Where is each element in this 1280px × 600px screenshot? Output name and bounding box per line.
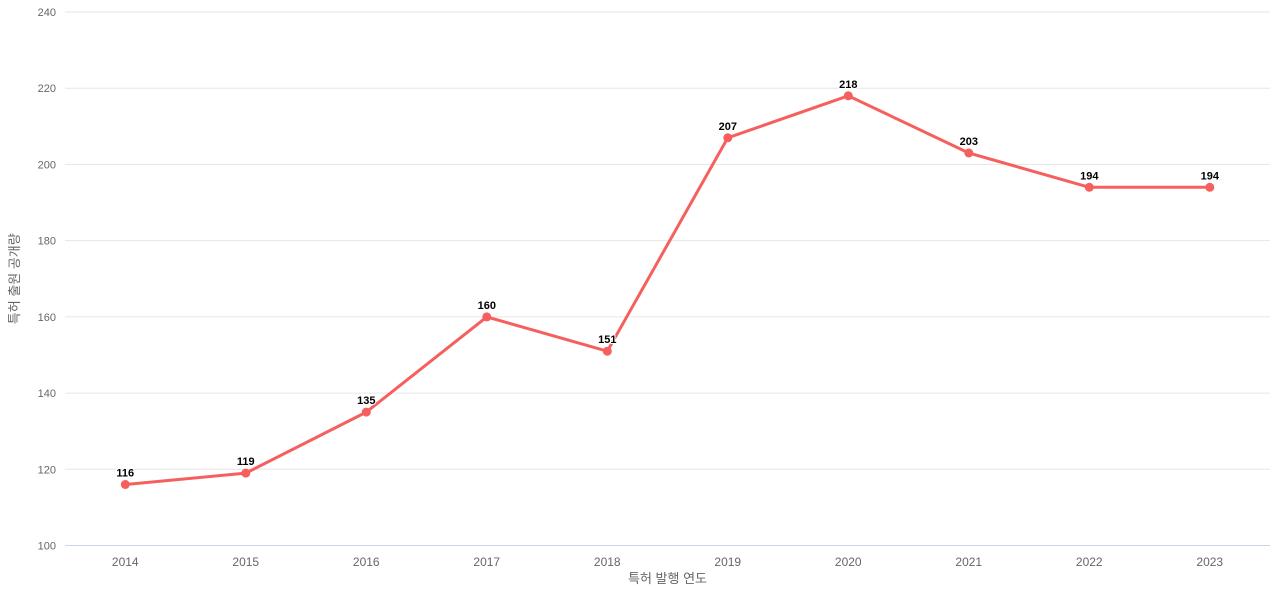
data-point-marker[interactable]: [723, 133, 733, 143]
data-point-marker[interactable]: [361, 407, 371, 417]
data-point-marker[interactable]: [120, 480, 130, 489]
x-tick-label: 2016: [353, 555, 380, 569]
y-tick-label: 160: [38, 312, 56, 324]
data-point-marker[interactable]: [482, 312, 492, 322]
data-point-label: 135: [357, 395, 375, 407]
data-point-label: 194: [1201, 170, 1220, 182]
y-axis-title: 특허 출원 공개량: [7, 233, 22, 324]
data-point-label: 160: [478, 300, 496, 312]
x-tick-label: 2019: [714, 555, 741, 569]
y-tick-label: 220: [38, 83, 56, 95]
data-point-marker[interactable]: [843, 91, 853, 101]
y-tick-label: 240: [38, 7, 56, 19]
data-point-marker[interactable]: [241, 468, 251, 478]
data-point-marker[interactable]: [964, 148, 974, 158]
series-line: [123, 94, 1212, 486]
data-point-marker[interactable]: [1084, 182, 1094, 192]
y-tick-label: 120: [38, 464, 56, 476]
data-point-marker[interactable]: [602, 346, 612, 356]
x-tick-label: 2018: [594, 555, 621, 569]
x-tick-label: 2014: [112, 555, 139, 569]
y-tick-label: 200: [38, 159, 56, 171]
x-tick-label: 2023: [1196, 555, 1223, 569]
data-point-label: 207: [719, 121, 737, 133]
data-point-label: 151: [598, 334, 616, 346]
data-point-label: 194: [1080, 170, 1099, 182]
data-point-label: 116: [116, 468, 134, 480]
y-tick-label: 140: [38, 388, 56, 400]
y-tick-label: 100: [38, 541, 56, 553]
x-tick-label: 2020: [835, 555, 862, 569]
x-tick-label: 2015: [232, 555, 259, 569]
data-point-label: 119: [237, 456, 255, 468]
x-tick-label: 2022: [1076, 555, 1103, 569]
x-tick-label: 2017: [473, 555, 500, 569]
data-point-label: 203: [960, 136, 978, 148]
x-axis-title: 특허 발행 연도: [628, 571, 707, 586]
x-tick-label: 2021: [955, 555, 982, 569]
data-point-marker[interactable]: [1205, 182, 1215, 192]
y-tick-label: 180: [38, 236, 56, 248]
data-point-label: 218: [839, 79, 857, 91]
